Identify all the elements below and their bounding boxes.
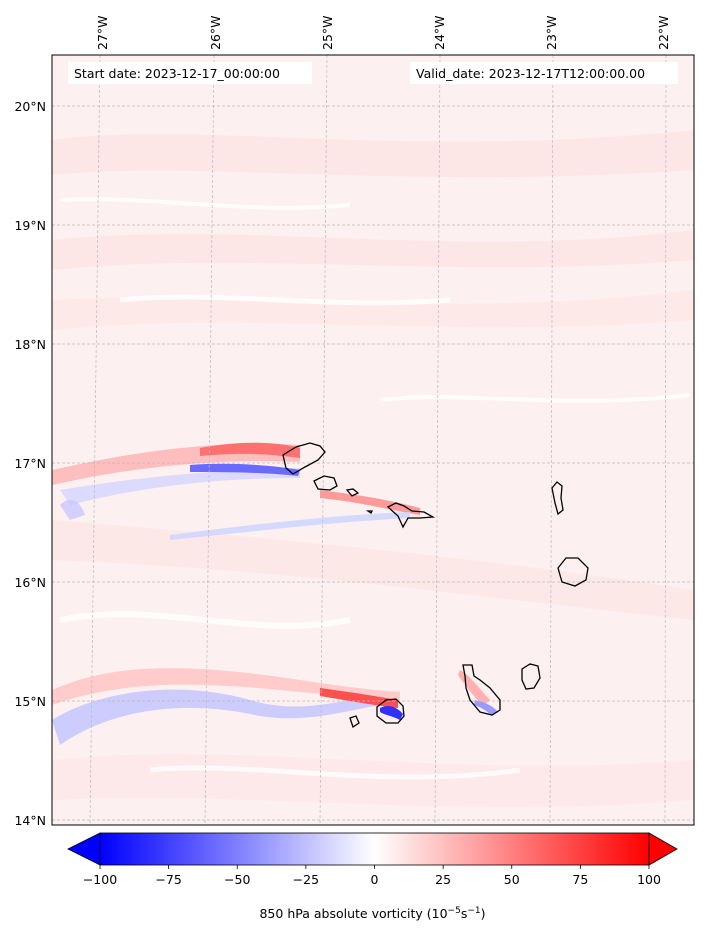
islet-small [365, 510, 374, 514]
start-date-box [68, 62, 312, 84]
lat-tick-label: 17°N [14, 456, 46, 471]
island-sao-vicente [313, 475, 338, 491]
lat-tick-label: 19°N [14, 218, 46, 233]
island-santiago [462, 664, 501, 716]
valid-date-text: Valid_date: 2023-12-17T12:00:00.00 [416, 66, 645, 81]
start-date-text: Start date: 2023-12-17_00:00:00 [74, 66, 280, 81]
colorbar-tick-label: −75 [155, 872, 181, 887]
colorbar-max-extend [648, 832, 678, 866]
colorbar-body [99, 832, 650, 866]
lon-tick-labels: 27°W 26°W 25°W 24°W 23°W 22°W [95, 15, 671, 50]
map-frame [51, 54, 695, 826]
island-maio [521, 663, 541, 690]
lon-tick-label: 25°W [320, 15, 335, 50]
island-fogo [376, 698, 405, 724]
lon-tick-label: 24°W [432, 15, 447, 50]
lat-tick-label: 15°N [14, 694, 46, 709]
lat-tick-label: 20°N [14, 99, 46, 114]
valid-date-box [410, 62, 678, 84]
lon-tick-label: 23°W [544, 15, 559, 50]
island-santa-luzia [345, 488, 360, 497]
island-sal [551, 481, 564, 516]
colorbar-tick-label: −25 [293, 872, 319, 887]
colorbar-tick-label: 50 [504, 872, 520, 887]
island-sao-nicolau [386, 502, 436, 529]
lat-tick-labels: 20°N 19°N 18°N 17°N 16°N 15°N 14°N [14, 99, 46, 828]
colorbar: −100 −75 −50 −25 0 25 50 75 100 [67, 832, 678, 887]
lon-tick-label: 26°W [208, 15, 223, 50]
graticule [52, 54, 694, 826]
colorbar-ticks: −100 −75 −50 −25 0 25 50 75 100 [83, 865, 661, 887]
colorbar-label: 850 hPa absolute vorticity (10−5s−1) [259, 906, 486, 922]
lon-tick-label: 27°W [95, 15, 110, 50]
lat-tick-label: 16°N [14, 575, 46, 590]
colorbar-tick-label: 75 [572, 872, 588, 887]
island-brava [349, 715, 360, 729]
lat-tick-label: 14°N [14, 813, 46, 828]
colorbar-tick-label: 100 [637, 872, 661, 887]
colorbar-tick-label: −100 [83, 872, 117, 887]
lon-tick-label: 22°W [656, 15, 671, 50]
colorbar-tick-label: 0 [371, 872, 379, 887]
colorbar-tick-label: −50 [224, 872, 250, 887]
island-santo-antao [282, 442, 326, 475]
colorbar-min-extend [67, 832, 101, 866]
colorbar-tick-label: 25 [435, 872, 451, 887]
vorticity-field [52, 55, 694, 825]
island-boa-vista [557, 557, 589, 587]
lat-tick-label: 18°N [14, 337, 46, 352]
coastlines [282, 442, 589, 729]
